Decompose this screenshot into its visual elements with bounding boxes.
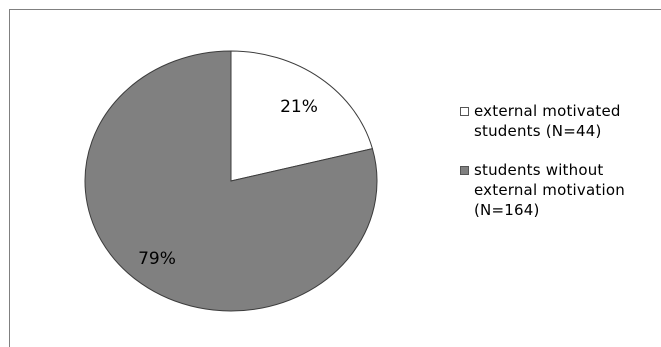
pie-slice-label-0: 21% xyxy=(280,97,318,117)
pie-slice-0 xyxy=(230,50,374,182)
pie-slices xyxy=(84,50,378,312)
legend-label-external-motivated: external motivated students (N=44) xyxy=(474,102,621,140)
legend-label-without-external-motivation: students without external motivation (N=… xyxy=(474,161,625,219)
pie-labels: 21% 79% xyxy=(138,97,318,269)
legend-item-external-motivated: external motivated students (N=44) xyxy=(459,101,659,141)
legend: external motivated students (N=44) stude… xyxy=(459,101,659,239)
chart-border-top xyxy=(9,9,661,10)
chart-border-left xyxy=(9,9,10,347)
legend-swatch-gray xyxy=(460,166,469,175)
pie-slice-1 xyxy=(84,50,378,312)
pie-slice-label-1: 79% xyxy=(138,249,176,269)
legend-swatch-white xyxy=(460,107,469,116)
legend-item-without-external-motivation: students without external motivation (N=… xyxy=(459,160,659,220)
